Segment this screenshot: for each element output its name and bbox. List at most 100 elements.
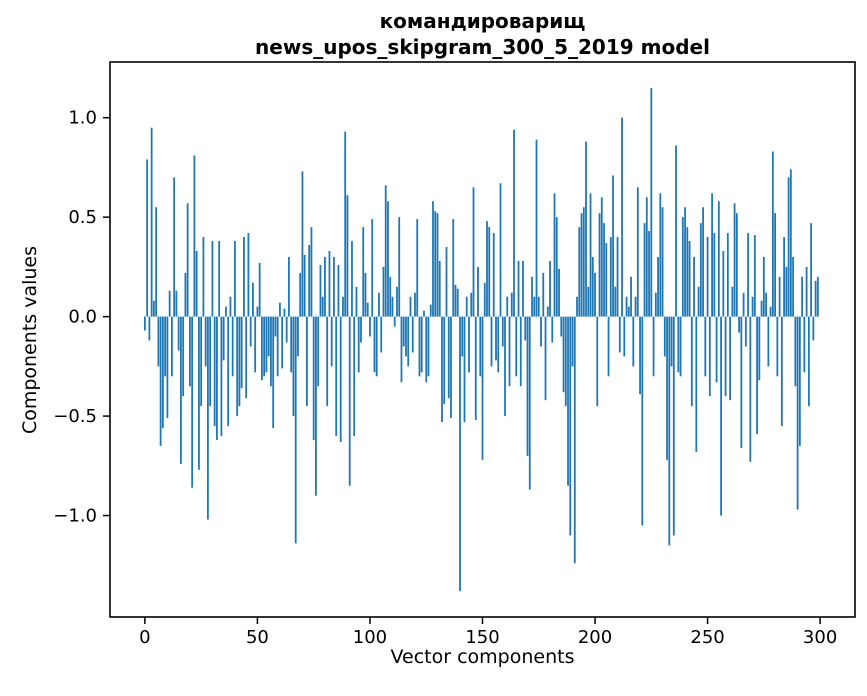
bar: [254, 316, 257, 373]
bar: [571, 316, 574, 367]
bar: [517, 260, 520, 317]
bar: [459, 316, 461, 592]
bar: [193, 155, 196, 317]
bar: [472, 187, 475, 317]
bar: [261, 316, 263, 381]
bar: [310, 227, 313, 317]
bar: [729, 316, 731, 401]
bar: [645, 197, 648, 317]
bar: [362, 227, 365, 317]
bar: [380, 316, 383, 353]
bar: [668, 316, 671, 546]
bar: [272, 316, 275, 429]
bar: [551, 316, 554, 343]
x-tick-label: 100: [353, 627, 387, 648]
bar: [339, 316, 342, 442]
bar: [672, 316, 675, 536]
bar: [650, 87, 653, 317]
bar: [780, 316, 783, 427]
bar: [666, 316, 668, 460]
bar: [369, 316, 371, 337]
bar: [236, 316, 239, 417]
bar: [180, 316, 182, 464]
bar: [227, 316, 230, 427]
bar: [297, 316, 299, 357]
bar: [488, 227, 491, 317]
bar: [159, 316, 162, 446]
bar: [461, 316, 464, 357]
bar: [189, 316, 191, 387]
bar: [355, 286, 358, 317]
bar: [587, 286, 590, 317]
bar: [274, 316, 277, 337]
bar: [152, 300, 155, 317]
bar: [321, 296, 324, 317]
bar: [434, 211, 437, 317]
bar: [407, 316, 410, 367]
bar: [292, 316, 295, 417]
bar: [717, 201, 720, 317]
bar: [659, 193, 662, 317]
chart-title-line2: news_upos_skipgram_300_5_2019 model: [255, 35, 710, 59]
bar: [569, 316, 572, 536]
bar: [578, 227, 581, 317]
bar: [542, 272, 545, 317]
bar: [706, 237, 709, 317]
bar: [598, 213, 601, 317]
bar: [411, 316, 414, 353]
bar: [263, 316, 266, 377]
bar: [301, 171, 304, 317]
bar: [526, 316, 529, 456]
bar: [238, 316, 241, 407]
bar: [324, 256, 326, 317]
bar: [218, 241, 221, 317]
x-tick-label: 0: [139, 627, 150, 648]
bar: [695, 316, 698, 452]
bar: [479, 316, 482, 377]
bar: [789, 169, 792, 317]
bar: [796, 316, 799, 510]
bar: [501, 316, 504, 347]
bar: [792, 256, 794, 317]
bar: [195, 250, 198, 317]
bar: [402, 316, 405, 347]
bar: [267, 316, 270, 357]
bar: [573, 316, 576, 564]
bar: [522, 260, 524, 317]
bar: [450, 316, 452, 419]
bar: [465, 296, 468, 317]
bar: [760, 300, 763, 317]
bar: [198, 316, 200, 470]
bar: [810, 223, 813, 317]
bar: [335, 316, 338, 436]
bar: [283, 308, 286, 317]
bar: [720, 316, 722, 516]
bar: [443, 316, 446, 405]
y-tick-label: −1.0: [53, 506, 97, 527]
bar: [231, 316, 234, 377]
bar: [441, 316, 443, 423]
bar: [366, 302, 369, 317]
bar: [436, 213, 439, 317]
bar: [285, 316, 288, 343]
bar: [175, 290, 178, 317]
bar: [807, 316, 810, 407]
bar: [794, 316, 797, 387]
bar: [342, 296, 344, 317]
bar: [281, 316, 284, 369]
bar: [456, 288, 459, 317]
bar: [317, 316, 320, 387]
bar: [204, 316, 207, 367]
bar: [641, 316, 644, 526]
bar: [612, 175, 614, 317]
bar: [535, 139, 538, 317]
bar: [243, 237, 245, 317]
bar: [798, 316, 801, 446]
bar: [814, 280, 817, 317]
bar: [758, 316, 761, 381]
bar: [560, 316, 563, 337]
bar: [351, 241, 353, 317]
y-tick-label: 1.0: [68, 108, 97, 129]
